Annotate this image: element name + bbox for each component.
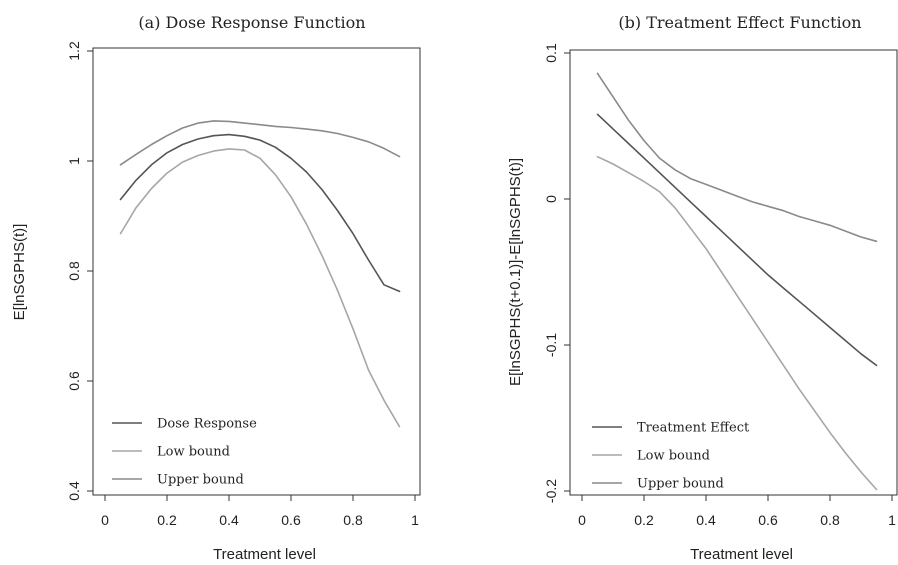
legend-label: Upper bound [637,477,724,492]
y-axis-label: E[lnSGPHS(t)] [11,224,28,321]
x-tick-label: 0.2 [157,512,177,528]
x-axis-label: Treatment level [690,546,793,563]
legend-label: Treatment Effect [637,421,750,436]
x-tick-label: 0 [578,512,586,528]
panel-a: (a) Dose Response Function 0 0.2 0.4 0.6 0.8 1… [11,13,421,563]
y-tick-label: 1 [66,157,82,165]
x-tick-label: 0.8 [343,512,363,528]
y-tick-label: 0 [543,195,559,203]
legend-label: Low bound [157,445,230,460]
x-tick-label: 0.4 [696,512,716,528]
x-axis: 0 0.2 0.4 0.6 0.8 1 [578,495,896,528]
y-tick-label: 0.1 [543,43,559,63]
y-axis: -0.2 -0.1 0 0.1 [543,43,570,503]
series-line-dose-response [119,133,401,293]
y-tick-label: -0.1 [543,333,559,357]
legend-label: Low bound [637,449,710,464]
y-tick-label: 0.8 [66,261,82,281]
x-tick-label: 0 [101,512,109,528]
y-tick-label: 0.4 [66,481,82,501]
x-axis-label: Treatment level [213,546,316,563]
legend: Treatment Effect Low bound Upper bound [592,421,750,492]
panel-title: (a) Dose Response Function [138,13,365,32]
series-line-upper-bound [596,72,878,243]
x-tick-label: 0.2 [634,512,654,528]
series-line-low-bound [119,148,401,428]
y-tick-label: 0.6 [66,371,82,391]
y-axis: 0.4 0.6 0.8 1 1.2 [66,41,93,501]
x-tick-label: 1 [411,512,419,528]
plot-frame [569,49,898,496]
legend: Dose Response Low bound Upper bound [112,417,257,488]
y-tick-label: 1.2 [66,41,82,61]
x-axis: 0 0.2 0.4 0.6 0.8 1 [101,495,419,528]
x-tick-label: 1 [888,512,896,528]
series-line-treatment-effect [596,113,878,367]
x-tick-label: 0.6 [281,512,301,528]
series-line-upper-bound [119,120,401,166]
legend-label: Upper bound [157,473,244,488]
panel-title: (b) Treatment Effect Function [618,13,861,32]
x-tick-label: 0.8 [820,512,840,528]
x-tick-label: 0.6 [758,512,778,528]
legend-label: Dose Response [157,417,257,432]
y-axis-label: E[lnSGPHS(t+0.1)]-E[lnSGPHS(t)] [507,158,524,386]
series-line-low-bound [596,155,878,491]
y-tick-label: -0.2 [543,479,559,503]
x-tick-label: 0.4 [219,512,239,528]
